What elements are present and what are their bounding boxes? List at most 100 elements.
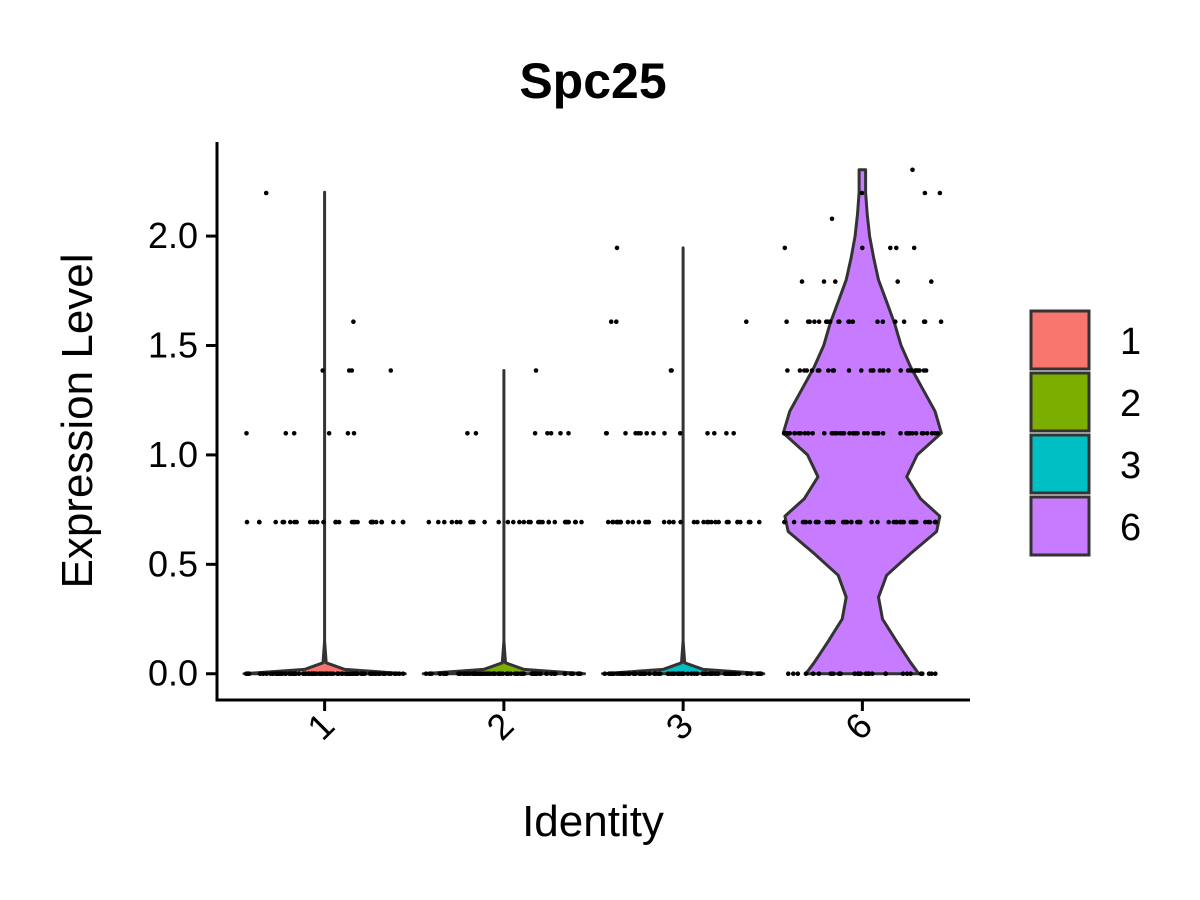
data-point-1-0-61 (264, 671, 269, 676)
data-point-1-0-11 (296, 671, 302, 676)
data-point-6-2-37 (847, 431, 852, 436)
data-point-3-0-47 (685, 671, 690, 676)
data-point-6-4-6 (805, 319, 811, 325)
data-point-2-1-21 (468, 519, 473, 525)
legend-label-1: 1 (1120, 321, 1141, 363)
data-point-6-0-28 (831, 671, 836, 676)
data-point-1-1-13 (391, 519, 396, 525)
data-point-1-0-48 (336, 671, 342, 676)
data-point-2-1-1 (449, 519, 455, 525)
data-point-2-2-6 (532, 431, 538, 436)
data-point-6-1-40 (891, 519, 897, 525)
data-point-2-1-26 (562, 519, 568, 525)
data-point-1-0-22 (358, 671, 364, 676)
data-point-1-1-29 (400, 519, 406, 525)
data-point-6-3-25 (826, 368, 831, 373)
data-point-6-0-2 (908, 671, 913, 676)
data-point-6-8-0 (859, 190, 865, 196)
data-point-1-1-23 (311, 519, 316, 525)
data-point-3-2-10 (604, 431, 609, 436)
data-point-1-0-80 (320, 671, 326, 676)
violin-group-1 (242, 190, 407, 676)
data-point-3-1-3 (757, 519, 762, 525)
data-point-1-0-41 (381, 671, 387, 676)
data-point-6-2-6 (861, 431, 867, 436)
data-point-6-2-25 (913, 431, 919, 436)
data-point-1-1-2 (288, 519, 293, 525)
data-point-2-1-14 (521, 519, 527, 525)
data-point-3-0-66 (733, 671, 739, 676)
data-point-3-1-32 (610, 519, 615, 525)
data-point-3-0-84 (610, 671, 615, 676)
data-point-3-0-76 (675, 671, 680, 676)
data-point-2-0-70 (515, 671, 521, 676)
data-point-3-2-9 (724, 431, 729, 436)
data-point-3-2-1 (623, 431, 628, 436)
data-point-3-1-18 (695, 519, 700, 525)
data-point-1-2-3 (326, 431, 332, 436)
data-point-6-2-14 (806, 431, 811, 436)
data-point-6-4-0 (784, 319, 789, 325)
data-point-3-0-38 (632, 671, 638, 676)
data-point-2-1-8 (496, 519, 502, 525)
data-point-6-1-34 (813, 519, 819, 525)
data-point-3-4-0 (614, 319, 619, 325)
data-point-2-1-28 (442, 519, 447, 525)
legend-key-3 (1029, 433, 1091, 495)
data-point-3-1-1 (671, 519, 676, 525)
x-tick-label-2: 2 (478, 705, 521, 748)
data-point-2-0-42 (458, 671, 463, 676)
plot-area (242, 167, 944, 676)
data-point-3-0-71 (727, 671, 732, 676)
legend-key-1 (1029, 309, 1091, 371)
data-point-1-0-81 (394, 671, 399, 676)
y-tick-label-1: 0.5 (148, 543, 198, 584)
x-axis-title: Identity (522, 797, 664, 846)
data-point-1-0-76 (314, 671, 319, 676)
data-point-6-3-20 (846, 368, 852, 373)
data-point-6-0-19 (786, 671, 791, 676)
data-point-3-0-40 (748, 671, 754, 676)
data-point-3-0-83 (672, 671, 677, 676)
data-point-1-0-85 (339, 671, 345, 676)
legend-key-2 (1029, 371, 1091, 433)
data-point-2-1-13 (517, 519, 522, 525)
data-point-1-0-60 (283, 671, 288, 676)
data-point-2-1-27 (454, 519, 460, 525)
data-point-6-2-34 (935, 431, 940, 436)
data-point-3-0-62 (694, 671, 700, 676)
data-point-1-4-0 (351, 319, 356, 325)
data-point-2-1-17 (566, 519, 571, 525)
data-point-2-1-0 (482, 519, 487, 525)
data-point-6-4-17 (850, 319, 856, 325)
y-axis-ticks: 0.0 0.5 1.0 1.5 2.0 (148, 215, 217, 694)
data-point-6-8-2 (922, 190, 928, 196)
data-point-6-3-2 (785, 368, 790, 373)
data-point-6-2-18 (798, 431, 803, 436)
legend: 1 2 3 6 (1029, 309, 1141, 557)
data-point-6-6-1 (911, 245, 917, 251)
x-axis-ticks: 1 2 3 6 (299, 700, 880, 748)
data-point-2-1-19 (426, 519, 432, 525)
data-point-2-0-71 (472, 671, 477, 676)
data-point-6-3-26 (923, 368, 929, 373)
data-point-2-0-23 (423, 671, 429, 676)
data-point-1-1-20 (280, 519, 286, 525)
data-point-6-7-0 (829, 216, 835, 222)
data-point-3-1-31 (746, 519, 752, 525)
data-point-1-3-3 (388, 368, 394, 373)
data-point-6-4-19 (823, 319, 829, 325)
data-point-2-0-52 (537, 671, 543, 676)
data-point-2-2-4 (558, 431, 563, 436)
data-point-6-4-10 (837, 319, 842, 325)
data-point-3-1-28 (735, 519, 740, 525)
data-point-1-0-71 (377, 671, 383, 676)
data-point-1-2-0 (291, 431, 297, 436)
violin-group-6 (781, 167, 944, 676)
data-point-6-8-1 (937, 190, 943, 196)
data-point-6-3-28 (916, 368, 921, 373)
data-point-6-2-23 (865, 431, 870, 436)
data-point-6-2-29 (837, 431, 843, 436)
data-point-3-0-79 (620, 671, 626, 676)
data-point-6-2-46 (830, 431, 836, 436)
